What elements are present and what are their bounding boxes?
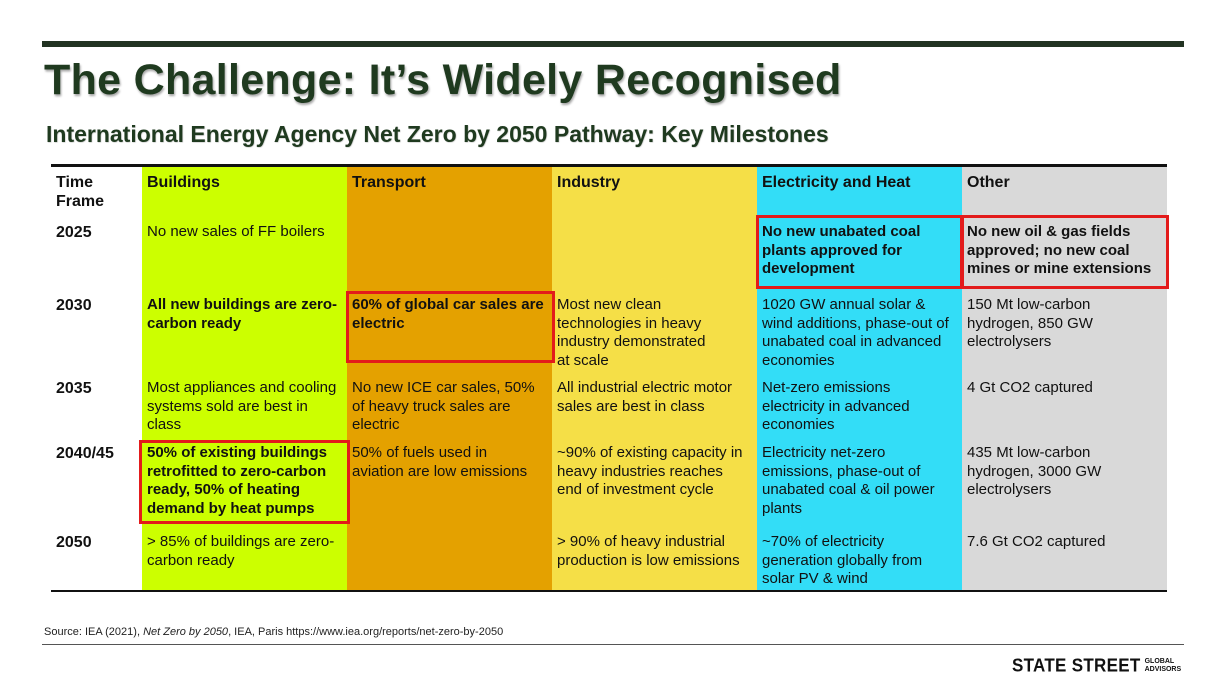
cell-buildings-2025: No new sales of FF boilers: [147, 223, 325, 240]
header-other: Other: [967, 174, 1010, 191]
row-time-2030: 2030: [56, 297, 92, 314]
cell-buildings-2035: Most appliances and cooling systems sold…: [147, 379, 337, 433]
cell-transport-2035: No new ICE car sales, 50% of heavy truck…: [352, 379, 535, 433]
source-prefix: Source: IEA (2021),: [44, 626, 144, 638]
cell-buildings-2030: All new buildings are zero-carbon ready: [147, 296, 338, 332]
logo-sub-line2: ADVISORS: [1144, 666, 1182, 673]
buildings-column-bg: [142, 167, 347, 590]
cell-industry-2035: All industrial electric motor sales are …: [557, 379, 733, 415]
slide-title: The Challenge: It’s Widely Recognised: [44, 56, 842, 104]
logo-main-text: STATE STREET: [1012, 655, 1141, 676]
cell-other-2025: No new oil & gas fields approved; no new…: [967, 223, 1152, 277]
cell-electricity-2035: Net-zero emissions electricity in advanc…: [762, 379, 910, 433]
cell-electricity-2040-45: Electricity net-zero emissions, phase-ou…: [762, 444, 935, 517]
header-time-frame: Time Frame: [56, 174, 105, 210]
slide-subtitle: International Energy Agency Net Zero by …: [46, 121, 829, 147]
electricity-column-bg: [757, 167, 962, 590]
row-time-2050: 2050: [56, 534, 92, 551]
industry-column-bg: [552, 167, 757, 590]
logo-sub-line1: GLOBAL: [1144, 658, 1175, 665]
row-time-2025: 2025: [56, 224, 92, 241]
cell-industry-2040-45: ~90% of existing capacity in heavy indus…: [557, 444, 743, 498]
header-electricity-heat: Electricity and Heat: [762, 174, 911, 191]
table-top-rule: [51, 164, 1167, 167]
transport-column-bg: [347, 167, 552, 590]
state-street-logo: STATE STREET GLOBAL ADVISORS: [1012, 655, 1182, 676]
other-column-bg: [962, 167, 1167, 590]
milestones-table: Time Frame Buildings Transport Industry …: [51, 164, 1169, 592]
header-industry: Industry: [557, 174, 621, 191]
cell-other-2050: 7.6 Gt CO2 captured: [967, 533, 1106, 550]
top-rule: [42, 41, 1184, 47]
row-time-2035: 2035: [56, 380, 92, 397]
row-time-2040-45: 2040/45: [56, 445, 114, 462]
cell-transport-2030: 60% of global car sales are electric: [352, 296, 544, 332]
table-bottom-rule: [51, 590, 1167, 592]
source-note: Source: IEA (2021), Net Zero by 2050, IE…: [44, 626, 503, 638]
footer-rule: [42, 644, 1184, 645]
cell-other-2040-45: 435 Mt low-carbon hydrogen, 3000 GW elec…: [967, 444, 1102, 498]
cell-buildings-2040-45: 50% of existing buildings retrofitted to…: [147, 444, 328, 517]
cell-electricity-2025: No new unabated coal plants approved for…: [762, 223, 921, 277]
source-title: Net Zero by 2050: [143, 626, 229, 638]
source-suffix: , IEA, Paris https://www.iea.org/reports…: [228, 626, 504, 638]
cell-industry-2050: > 90% of heavy industrial production is …: [557, 533, 740, 569]
logo-sub-text: GLOBAL ADVISORS: [1145, 658, 1182, 674]
cell-electricity-2030: 1020 GW annual solar & wind additions, p…: [762, 296, 949, 369]
cell-industry-2030: Most new clean technologies in heavy ind…: [557, 296, 706, 369]
cell-transport-2040-45: 50% of fuels used in aviation are low em…: [352, 444, 528, 480]
cell-other-2035: 4 Gt CO2 captured: [967, 379, 1093, 396]
cell-electricity-2050: ~70% of electricity generation globally …: [762, 533, 923, 587]
header-transport: Transport: [352, 174, 426, 191]
header-buildings: Buildings: [147, 174, 220, 191]
cell-buildings-2050: > 85% of buildings are zero-carbon ready: [147, 533, 335, 569]
cell-other-2030: 150 Mt low-carbon hydrogen, 850 GW elect…: [967, 296, 1093, 350]
